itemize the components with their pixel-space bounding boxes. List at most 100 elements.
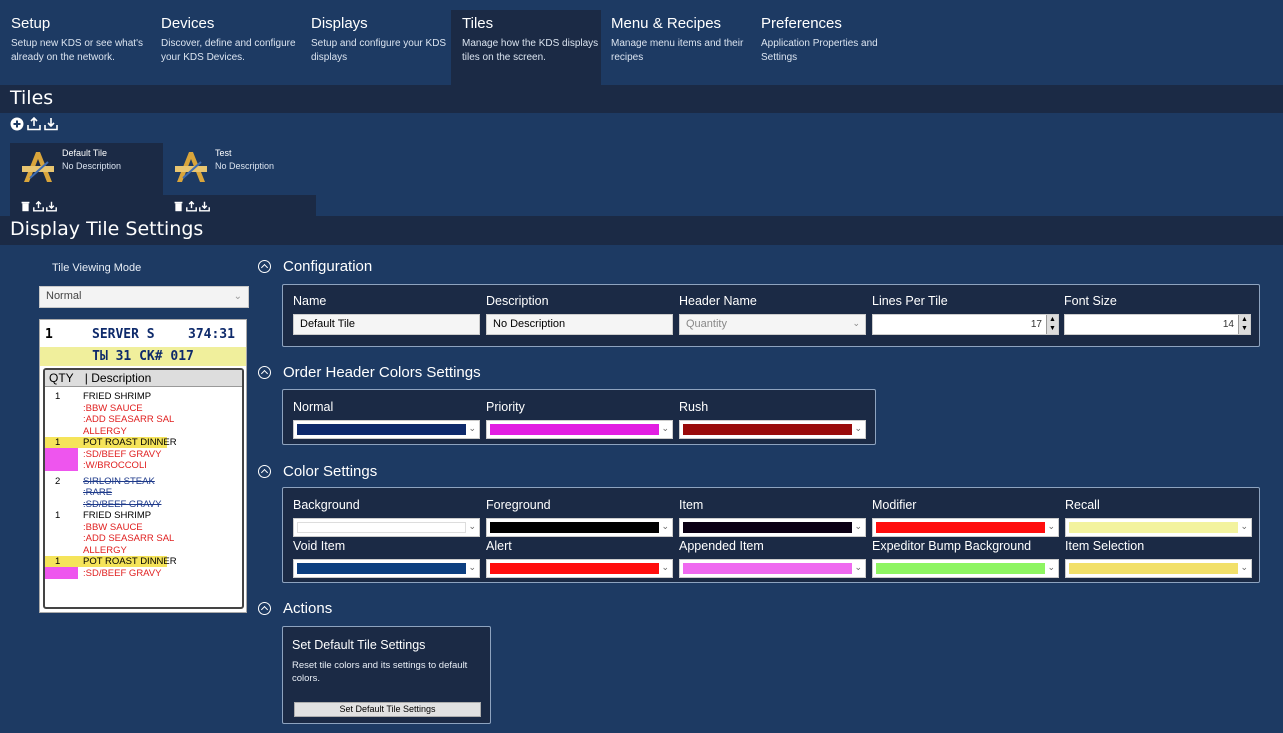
actions-section-header[interactable]: Actions <box>258 600 332 617</box>
nav-tab-preferences[interactable]: Preferences Application Properties and S… <box>750 10 900 85</box>
chevron-down-icon: ⌄ <box>1047 562 1055 572</box>
nav-tab-title: Preferences <box>761 15 842 32</box>
spin-icon[interactable]: ▲ ▼ <box>1238 315 1250 334</box>
row-qty: 1 <box>55 556 61 567</box>
delete-icon[interactable] <box>173 201 184 212</box>
color-picker[interactable]: ⌄ <box>293 518 480 537</box>
chevron-down-icon: ⌄ <box>854 423 862 433</box>
nav-tab-setup[interactable]: Setup Setup new KDS or see what's alread… <box>0 10 150 85</box>
nav-tab-menu-recipes[interactable]: Menu & Recipes Manage menu items and the… <box>600 10 750 85</box>
actions-card-title: Set Default Tile Settings <box>292 638 426 652</box>
top-nav: Setup Setup new KDS or see what's alread… <box>0 0 1283 85</box>
nav-tab-desc: Setup and configure your KDS displays <box>311 38 447 63</box>
import-icon[interactable] <box>186 201 197 212</box>
chevron-down-icon: ⌄ <box>468 562 476 572</box>
chevron-down-icon: ⌄ <box>233 291 242 302</box>
preview-row-void: 2 SIRLOIN STEAK :RARE :SD/BEEF GRAVY <box>45 476 242 511</box>
color-picker[interactable]: ⌄ <box>1065 559 1252 578</box>
color-label: Alert <box>486 539 512 553</box>
col-desc: | Description <box>84 371 152 385</box>
order-header-colors-section-header[interactable]: Order Header Colors Settings <box>258 364 481 381</box>
spin-icon[interactable]: ▲ ▼ <box>1046 315 1058 334</box>
delete-icon[interactable] <box>20 201 31 212</box>
color-picker[interactable]: ⌄ <box>679 420 866 439</box>
chevron-down-icon: ⌄ <box>1240 521 1248 531</box>
preview-header-right: 374:31 <box>188 327 235 342</box>
actions-title: Actions <box>283 600 333 617</box>
color-label: Item <box>679 498 704 512</box>
chevron-down-icon: ⌄ <box>852 318 860 328</box>
preview-subheader: ТЫ 31 СК# 017 <box>40 347 246 366</box>
nav-tab-desc: Setup new KDS or see what's already on t… <box>11 38 143 63</box>
tiles-title: Tiles <box>10 87 54 109</box>
nav-tab-devices[interactable]: Devices Discover, define and configure y… <box>150 10 300 85</box>
font-size-stepper[interactable]: 14 ▲ ▼ <box>1064 314 1251 335</box>
color-label: Foreground <box>486 498 551 512</box>
header-name-label: Header Name <box>679 294 757 308</box>
export-icon[interactable] <box>46 201 57 212</box>
configuration-panel: Name Default Tile Description No Descrip… <box>282 284 1260 347</box>
chevron-down-icon: ⌄ <box>661 562 669 572</box>
export-icon[interactable] <box>199 201 210 212</box>
viewing-mode-select[interactable]: Normal ⌄ <box>39 286 249 308</box>
nav-tab-title: Setup <box>11 15 51 32</box>
color-settings-section-header[interactable]: Color Settings <box>258 463 377 480</box>
name-input[interactable]: Default Tile <box>293 314 480 335</box>
set-default-tile-settings-button[interactable]: Set Default Tile Settings <box>294 702 481 717</box>
color-swatch <box>1069 563 1238 574</box>
nav-tab-tiles[interactable]: Tiles Manage how the KDS displays tiles … <box>451 10 601 85</box>
preview-rows: 1 FRIED SHRIMP :BBW SAUCE :ADD SEASARR S… <box>45 387 242 579</box>
viewing-mode-label: Tile Viewing Mode <box>52 262 142 274</box>
color-picker[interactable]: ⌄ <box>486 420 673 439</box>
nav-tab-displays[interactable]: Displays Setup and configure your KDS di… <box>300 10 450 85</box>
color-picker[interactable]: ⌄ <box>872 518 1059 537</box>
chevron-down-icon: ⌄ <box>854 562 862 572</box>
lines-per-tile-stepper[interactable]: 17 ▲ ▼ <box>872 314 1059 335</box>
color-label: Item Selection <box>1065 539 1145 553</box>
import-icon[interactable] <box>33 201 44 212</box>
preview-header-mid: SERVER S <box>92 327 155 342</box>
actions-card: Set Default Tile Settings Reset tile col… <box>282 626 491 724</box>
color-picker[interactable]: ⌄ <box>679 559 866 578</box>
color-swatch <box>297 563 466 574</box>
color-swatch <box>1069 522 1238 533</box>
description-input[interactable]: No Description <box>486 314 673 335</box>
color-picker[interactable]: ⌄ <box>486 559 673 578</box>
color-swatch <box>876 522 1045 533</box>
row-mod: ALLERGY <box>83 544 127 556</box>
preview-header-left: 1 <box>45 327 53 342</box>
tile-preview: 1 SERVER S 374:31 ТЫ 31 СК# 017 QTY | De… <box>39 319 247 613</box>
color-picker[interactable]: ⌄ <box>872 559 1059 578</box>
color-picker[interactable]: ⌄ <box>1065 518 1252 537</box>
tile-actions <box>173 201 210 212</box>
header-name-select[interactable]: Quantity ⌄ <box>679 314 866 335</box>
chevron-down-icon: ⌄ <box>468 423 476 433</box>
row-mod: ALLERGY <box>83 425 127 437</box>
row-item: FRIED SHRIMP <box>83 510 152 521</box>
row-append-marker <box>45 567 78 579</box>
lines-per-tile-label: Lines Per Tile <box>872 294 948 308</box>
tile-card-default[interactable]: Default Tile No Description <box>10 143 163 216</box>
configuration-section-header[interactable]: Configuration <box>258 258 372 275</box>
preview-row: 1 FRIED SHRIMP :BBW SAUCE :ADD SEASARR S… <box>45 510 242 556</box>
color-picker[interactable]: ⌄ <box>486 518 673 537</box>
collapse-icon[interactable] <box>258 465 271 478</box>
col-qty: QTY <box>49 371 74 385</box>
collapse-icon[interactable] <box>258 260 271 273</box>
tile-app-icon <box>22 152 54 182</box>
export-icon[interactable] <box>44 117 58 131</box>
tile-card-test[interactable]: Test No Description <box>163 143 316 216</box>
add-icon[interactable] <box>10 117 24 131</box>
color-picker[interactable]: ⌄ <box>293 559 480 578</box>
tile-name: Default Tile <box>62 148 108 158</box>
row-item: POT ROAST DINNER <box>83 556 177 567</box>
order-header-colors-title: Order Header Colors Settings <box>283 364 481 381</box>
nav-tab-title: Devices <box>161 15 215 32</box>
row-append-marker <box>45 448 78 471</box>
collapse-icon[interactable] <box>258 366 271 379</box>
color-picker[interactable]: ⌄ <box>293 420 480 439</box>
actions-card-desc: Reset tile colors and its settings to de… <box>292 660 468 684</box>
color-picker[interactable]: ⌄ <box>679 518 866 537</box>
collapse-icon[interactable] <box>258 602 271 615</box>
import-icon[interactable] <box>27 117 41 131</box>
